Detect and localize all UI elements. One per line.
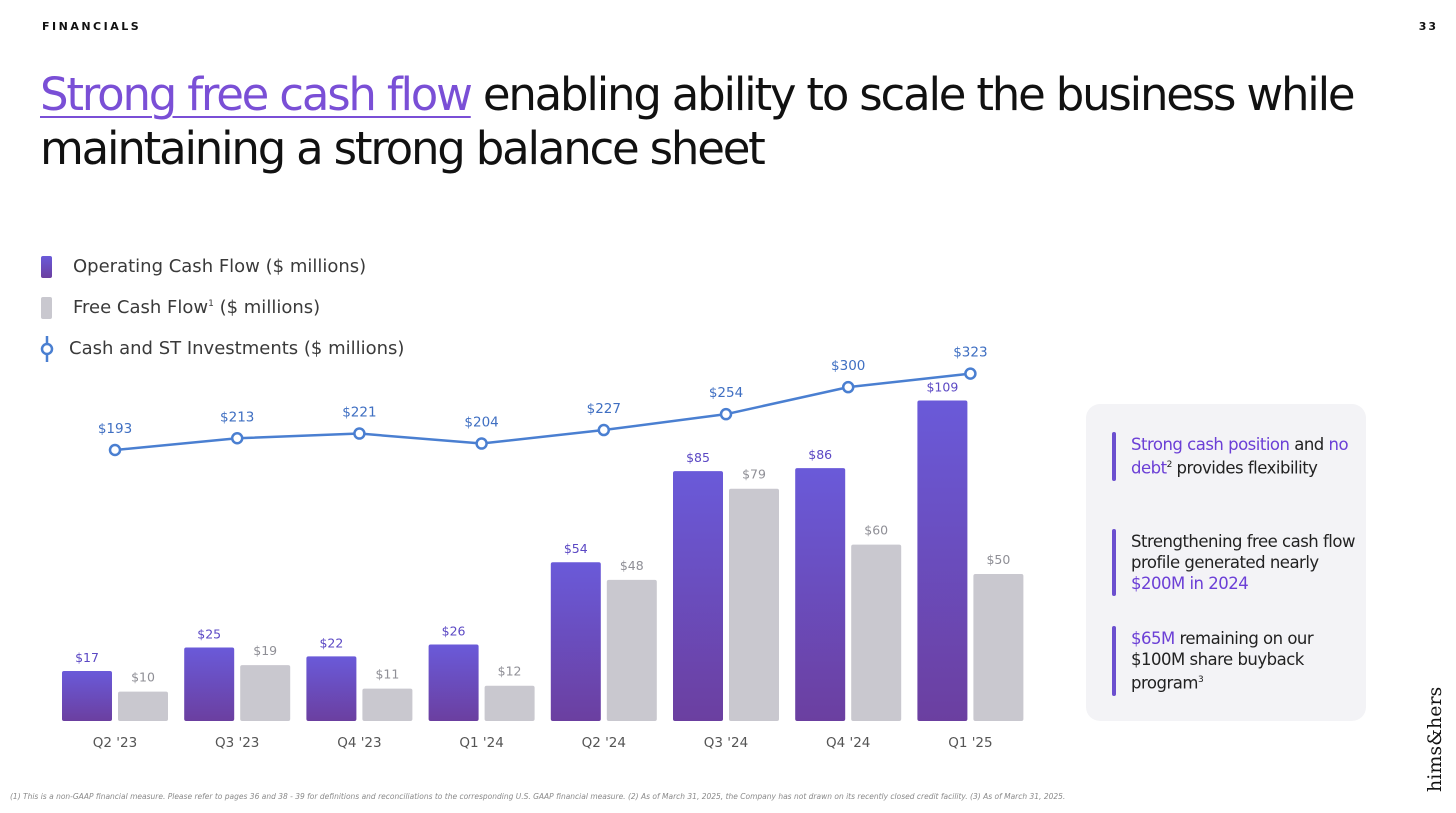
operating-bar-value-label: $86 bbox=[808, 447, 832, 462]
cash-investments-point bbox=[108, 443, 122, 457]
operating-cash-flow-bar bbox=[306, 656, 357, 721]
operating-bar-value-label: $109 bbox=[926, 380, 958, 395]
callout-panel: Strong cash position and no debt2 provid… bbox=[1086, 404, 1366, 721]
callout1-highlight-b: no debt bbox=[1131, 435, 1349, 478]
cash-investments-point bbox=[353, 427, 366, 440]
fcf-bar-value-label: $19 bbox=[253, 643, 277, 658]
callout2-highlight: $200M in 2024 bbox=[1131, 574, 1249, 593]
free-cash-flow-bar bbox=[851, 544, 902, 721]
x-axis-tick-label: Q2 '24 bbox=[582, 735, 626, 751]
legend-fcf-suffix: ($ millions) bbox=[213, 297, 321, 318]
x-axis-tick-label: Q2 '23 bbox=[93, 735, 137, 751]
free-cash-flow-bar bbox=[240, 665, 291, 721]
legend-item-cash: Cash and ST Investments ($ millions) bbox=[38, 328, 404, 369]
cash-point-value-label: $204 bbox=[464, 415, 498, 431]
x-axis-tick-label: Q3 '24 bbox=[704, 735, 748, 751]
cash-point-value-label: $300 bbox=[831, 358, 865, 374]
fcf-bar-value-label: $48 bbox=[620, 558, 644, 573]
legend-swatch-fcf bbox=[41, 296, 52, 319]
free-cash-flow-bar bbox=[484, 685, 535, 721]
line-marker-icon bbox=[40, 335, 54, 362]
legend-item-operating: Operating Cash Flow ($ millions) bbox=[38, 246, 404, 287]
callout1-highlight: Strong cash position bbox=[1131, 435, 1290, 454]
free-cash-flow-bar bbox=[118, 691, 168, 721]
cash-investments-point bbox=[719, 407, 733, 421]
cash-investments-point bbox=[597, 423, 611, 437]
x-axis-tick-label: Q1 '24 bbox=[459, 735, 503, 751]
cash-investments-point bbox=[230, 432, 244, 445]
operating-cash-flow-bar bbox=[184, 647, 235, 721]
headline-accent: Strong free cash flow bbox=[40, 68, 473, 121]
x-axis-tick-label: Q1 '25 bbox=[948, 735, 992, 751]
cash-point-value-label: $323 bbox=[953, 345, 987, 361]
legend-fcf-footnote-mark: 1 bbox=[208, 299, 214, 309]
operating-bar-value-label: $26 bbox=[442, 624, 466, 639]
page-number: 33 bbox=[1418, 20, 1438, 33]
x-axis-tick-label: Q4 '23 bbox=[337, 735, 381, 751]
fcf-bar-value-label: $10 bbox=[131, 670, 155, 685]
cash-flow-chart: $17 $10 Q2 '23 $25 $19 Q3 '23 $22 $11 Q4 '23 $26 $… bbox=[62, 345, 1024, 751]
legend-fcf-text: Free Cash Flow bbox=[73, 297, 209, 318]
brand-logo: hims&hers bbox=[1424, 686, 1446, 792]
legend-label-cash: Cash and ST Investments ($ millions) bbox=[69, 338, 405, 359]
callout-cash-position: Strong cash position and no debt2 provid… bbox=[1112, 432, 1371, 480]
cash-investments-point bbox=[964, 367, 977, 380]
operating-bar-value-label: $54 bbox=[564, 541, 588, 556]
headline: Strong free cash flow enabling ability t… bbox=[40, 68, 1370, 176]
callout1-text-a: and bbox=[1289, 435, 1329, 454]
x-axis-tick-label: Q4 '24 bbox=[826, 735, 870, 751]
cash-investments-line bbox=[114, 372, 971, 452]
fcf-bar-value-label: $12 bbox=[498, 664, 522, 679]
free-cash-flow-bar bbox=[362, 688, 413, 721]
cash-point-value-label: $221 bbox=[342, 405, 376, 421]
cash-investments-point bbox=[475, 437, 488, 450]
callout1-footnote-mark: 2 bbox=[1166, 460, 1173, 470]
callout-buyback: $65M remaining on our $100M share buybac… bbox=[1112, 626, 1371, 695]
operating-bar-value-label: $25 bbox=[197, 627, 221, 642]
operating-bar-value-label: $17 bbox=[75, 650, 99, 665]
callout2-text: Strengthening free cash flow profile gen… bbox=[1131, 532, 1356, 572]
fcf-bar-value-label: $50 bbox=[986, 552, 1010, 567]
free-cash-flow-bar bbox=[973, 574, 1024, 721]
operating-cash-flow-bar bbox=[550, 562, 601, 721]
legend-label-fcf: Free Cash Flow1 ($ millions) bbox=[73, 297, 320, 318]
operating-cash-flow-bar bbox=[62, 671, 112, 721]
operating-cash-flow-bar bbox=[428, 644, 479, 721]
callout-free-cash-flow: Strengthening free cash flow profile gen… bbox=[1112, 529, 1371, 596]
callout3-text: remaining on our $100M share buyback pro… bbox=[1131, 629, 1314, 693]
cash-point-value-label: $193 bbox=[98, 421, 132, 437]
section-label: FINANCIALS bbox=[42, 20, 142, 33]
legend-item-fcf: Free Cash Flow1 ($ millions) bbox=[38, 287, 404, 328]
headline-rest: enabling ability to scale the business w… bbox=[40, 68, 1356, 175]
fcf-bar-value-label: $60 bbox=[864, 523, 888, 538]
operating-cash-flow-bar bbox=[673, 471, 723, 721]
free-cash-flow-bar bbox=[729, 488, 779, 721]
fcf-bar-value-label: $79 bbox=[742, 467, 766, 482]
chart-legend: Operating Cash Flow ($ millions) Free Ca… bbox=[38, 246, 404, 369]
cash-investments-point bbox=[841, 380, 855, 394]
callout3-footnote-mark: 3 bbox=[1197, 675, 1204, 685]
operating-bar-value-label: $85 bbox=[686, 450, 710, 465]
footnote: (1) This is a non-GAAP financial measure… bbox=[10, 792, 1066, 801]
free-cash-flow-bar bbox=[606, 579, 657, 721]
callout1-text-b: provides flexibility bbox=[1171, 458, 1318, 478]
operating-bar-value-label: $22 bbox=[319, 635, 343, 650]
operating-cash-flow-bar bbox=[917, 400, 968, 721]
operating-cash-flow-bar bbox=[795, 468, 846, 721]
legend-swatch-operating bbox=[41, 255, 52, 278]
legend-label-operating: Operating Cash Flow ($ millions) bbox=[73, 256, 367, 277]
cash-point-value-label: $227 bbox=[587, 401, 621, 417]
x-axis-tick-label: Q3 '23 bbox=[215, 735, 259, 751]
cash-point-value-label: $213 bbox=[220, 409, 254, 425]
callout3-highlight: $65M bbox=[1131, 629, 1175, 648]
cash-point-value-label: $254 bbox=[709, 385, 743, 401]
fcf-bar-value-label: $11 bbox=[375, 667, 399, 682]
